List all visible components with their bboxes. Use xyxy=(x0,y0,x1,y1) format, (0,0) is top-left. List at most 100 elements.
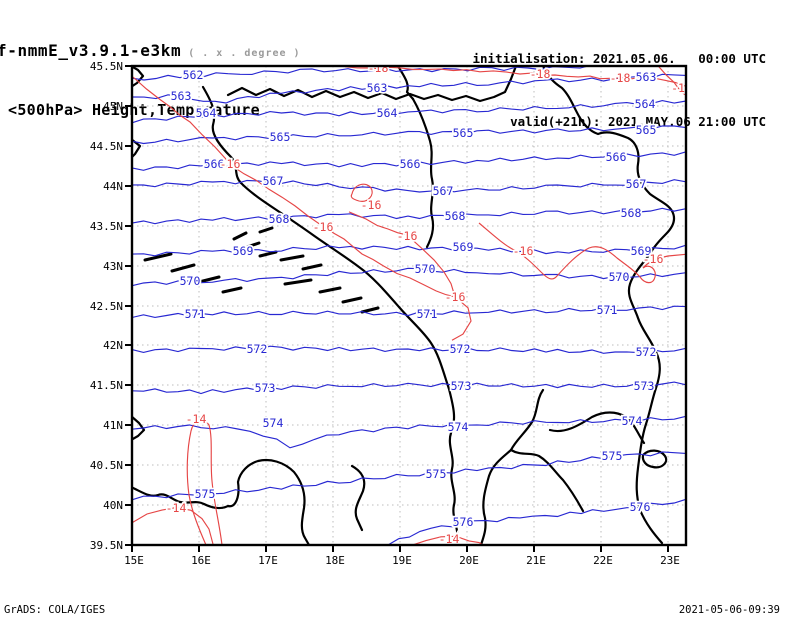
coastline xyxy=(201,85,459,546)
lat-tick-label: 42.5N xyxy=(90,300,123,313)
height-contour-label: 566 xyxy=(204,157,225,171)
height-contour-label: 569 xyxy=(233,244,254,258)
axis-ticks xyxy=(125,65,669,552)
height-contour-label: 568 xyxy=(621,206,642,220)
height-contour-label: 563 xyxy=(367,81,388,95)
height-contour-label: 576 xyxy=(630,500,651,514)
height-contour-label: 567 xyxy=(263,174,284,188)
lat-tick-label: 45N xyxy=(103,100,123,113)
height-contour-label: 565 xyxy=(453,126,474,140)
lon-tick-label: 19E xyxy=(392,554,412,567)
island xyxy=(239,241,261,251)
temperature-contour xyxy=(344,66,687,87)
height-contour-label: 573 xyxy=(634,379,655,393)
lon-tick-label: 18E xyxy=(325,554,345,567)
island xyxy=(360,306,380,314)
lon-tick-label: 15E xyxy=(124,554,144,567)
temperature-contour-label: -18 xyxy=(530,67,551,81)
island xyxy=(232,231,248,241)
temperature-contour-label: -1 xyxy=(671,81,685,95)
init-time: initialisation: 2021.05.06. 00:00 UTC xyxy=(472,51,767,66)
lon-tick-label: 16E xyxy=(191,554,211,567)
coastline xyxy=(548,411,646,445)
temperature-contour-label: -14 xyxy=(186,412,207,426)
temperature-contour-label: -16 xyxy=(397,229,418,243)
temperature-contour-label: -16 xyxy=(313,220,334,234)
height-contour-label: 570 xyxy=(180,274,201,288)
temperature-contour xyxy=(132,76,472,341)
height-contour-label: 568 xyxy=(269,212,290,226)
height-contour-576 xyxy=(387,498,687,546)
height-contour-567 xyxy=(131,179,687,193)
height-contour-565 xyxy=(131,125,687,145)
height-contour-568 xyxy=(131,207,687,225)
height-contour-label: 574 xyxy=(622,414,643,428)
island xyxy=(318,286,342,294)
temperature-contour-label: -18 xyxy=(368,61,389,75)
island xyxy=(341,296,363,304)
height-contour-label: 567 xyxy=(433,184,454,198)
lat-tick-label: 40.5N xyxy=(90,459,123,472)
lat-tick-label: 41.5N xyxy=(90,379,123,392)
temperature-contour xyxy=(478,222,687,284)
height-contour-label: 566 xyxy=(606,150,627,164)
coastline xyxy=(131,65,145,89)
coastline xyxy=(641,449,668,469)
height-contour-label: 565 xyxy=(636,123,657,137)
height-contour-564 xyxy=(131,100,687,124)
height-contour-label: 571 xyxy=(417,307,438,321)
height-contour-label: 575 xyxy=(426,467,447,481)
lat-tick-label: 42N xyxy=(103,339,123,352)
coastline xyxy=(350,464,366,532)
height-contour-label: 563 xyxy=(171,89,192,103)
contour-labels: 562 563 563 563 564 564 564 565 565 565 566 566 566 5… xyxy=(164,61,687,546)
island xyxy=(258,226,274,234)
height-contour-label: 570 xyxy=(415,262,436,276)
model-title: f-nmmE_v3.9.1-e3km xyxy=(0,41,182,60)
height-contour-575 xyxy=(131,451,687,501)
height-contour-label: 567 xyxy=(626,177,647,191)
island xyxy=(283,278,313,286)
temperature-contour-label: -14 xyxy=(166,501,187,515)
height-contour-574 xyxy=(131,415,687,449)
temperature-contour-label: -16 xyxy=(643,252,664,266)
temperature-contour xyxy=(411,535,484,546)
temperature-contour xyxy=(186,419,223,546)
height-contour-573 xyxy=(131,381,687,395)
height-contour-562 xyxy=(131,65,613,81)
lat-tick-label: 43.5N xyxy=(90,220,123,233)
height-contour-label: 573 xyxy=(255,381,276,395)
temperature-contour xyxy=(657,65,687,96)
height-contour-label: 576 xyxy=(453,515,474,529)
temperature-contour xyxy=(350,183,373,202)
lat-tick-label: 40N xyxy=(103,499,123,512)
axis-labels: 45.5N 45N 44.5N 44N 43.5N 43N 42.5N 42N 41.5N 41N… xyxy=(90,60,680,567)
height-contour-label: 568 xyxy=(445,209,466,223)
temperature-contour-label: -18 xyxy=(610,71,631,85)
height-contour-563 xyxy=(131,73,687,104)
height-contour-label: 566 xyxy=(400,157,421,171)
height-contour-label: 565 xyxy=(270,130,291,144)
temperature-contour-label: -16 xyxy=(361,198,382,212)
height-contour-label: 564 xyxy=(377,106,398,120)
height-contour-569 xyxy=(131,244,687,257)
island xyxy=(170,263,196,273)
height-contour-label: 569 xyxy=(453,240,474,254)
lon-tick-label: 20E xyxy=(459,554,479,567)
island xyxy=(279,254,305,262)
island xyxy=(301,263,323,271)
lat-tick-label: 44N xyxy=(103,180,123,193)
temperature-contour-label: -16 xyxy=(445,290,466,304)
height-contour-566 xyxy=(131,151,687,171)
height-contour-label: 570 xyxy=(609,270,630,284)
coastline xyxy=(509,448,585,513)
height-contour-label: 564 xyxy=(196,106,217,120)
lat-tick-label: 44.5N xyxy=(90,140,123,153)
lat-tick-label: 43N xyxy=(103,260,123,273)
lon-tick-label: 23E xyxy=(660,554,680,567)
valid-time: valid(+21h): 2021.MAY.06 21:00 UTC xyxy=(510,114,766,129)
height-contour-label: 563 xyxy=(636,70,657,84)
coastline xyxy=(131,414,146,442)
